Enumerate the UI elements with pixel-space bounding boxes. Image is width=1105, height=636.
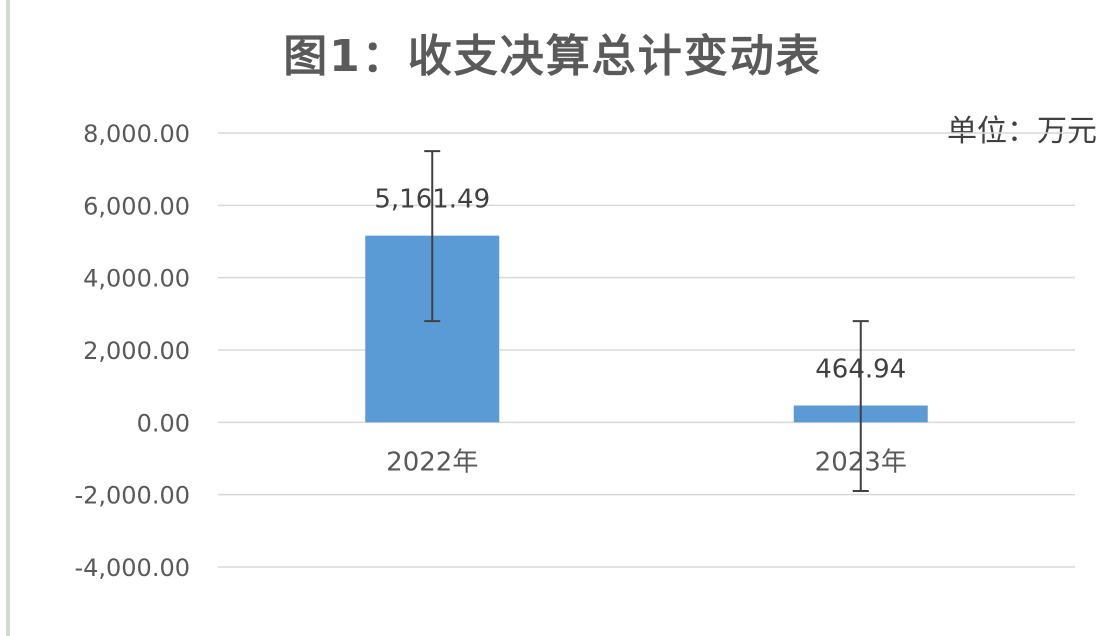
bars	[365, 235, 928, 423]
y-tick-label: -2,000.00	[74, 482, 190, 510]
y-tick-label: -4,000.00	[74, 554, 190, 582]
error-bar	[424, 150, 441, 323]
unit-label: 单位：万元	[947, 114, 1097, 149]
y-tick-label: 0.00	[137, 409, 190, 437]
error-bar	[852, 320, 869, 493]
category-labels: 2022年 2023年	[386, 447, 907, 477]
left-border	[6, 0, 10, 636]
grid-lines	[218, 132, 1075, 568]
y-tick-label: 2,000.00	[83, 337, 190, 365]
y-tick-label: 4,000.00	[83, 265, 190, 293]
y-axis-ticks: 8,000.00 6,000.00 4,000.00 2,000.00 0.00 -2,0…	[74, 120, 190, 582]
chart-title: 图1：收支决算总计变动表	[283, 31, 822, 82]
category-label: 2022年	[386, 447, 478, 477]
y-tick-label: 6,000.00	[83, 192, 190, 220]
error-bars	[424, 150, 869, 493]
y-tick-label: 8,000.00	[83, 120, 190, 148]
